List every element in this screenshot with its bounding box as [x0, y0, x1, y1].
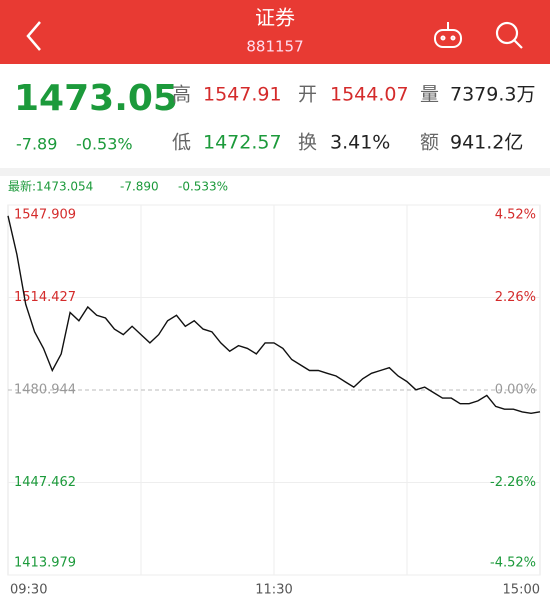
x-tick-label: 09:30	[10, 583, 47, 598]
field-label: 换	[298, 132, 317, 154]
y2-tick-label: 4.52%	[495, 208, 536, 223]
header-code: 881157	[246, 38, 303, 56]
field-label: 额	[420, 132, 439, 154]
y-tick-label: 1547.909	[14, 208, 76, 223]
field-value: 1472.57	[203, 132, 282, 154]
field-label: 开	[298, 84, 317, 106]
y2-tick-label: -4.52%	[490, 556, 536, 571]
field-value: 7379.3万	[450, 84, 535, 106]
separator	[0, 168, 550, 176]
y-tick-label: 1447.462	[14, 475, 76, 490]
field-value: 3.41%	[330, 132, 390, 154]
change: -7.89	[16, 135, 57, 154]
y-tick-label: 1413.979	[14, 556, 76, 571]
search-button[interactable]	[495, 21, 523, 49]
x-tick-label: 15:00	[503, 583, 540, 598]
price-line	[7, 215, 541, 415]
y2-tick-label: -2.26%	[490, 475, 536, 490]
latest-change-pct: -0.533%	[178, 180, 228, 194]
y-tick-label: 1514.427	[14, 290, 76, 305]
back-button[interactable]	[26, 21, 41, 51]
latest-change: -7.890	[120, 180, 159, 194]
y2-tick-label: 2.26%	[495, 290, 536, 305]
y-tick-label: 1480.944	[14, 383, 76, 398]
field-value: 1547.91	[203, 84, 282, 106]
field-label: 低	[172, 132, 191, 154]
change-pct: -0.53%	[76, 135, 133, 154]
field-value: 941.2亿	[450, 132, 523, 154]
latest-label: 最新:1473.054	[8, 179, 93, 194]
field-label: 高	[172, 84, 191, 106]
robot-button[interactable]	[434, 22, 462, 48]
y2-tick-label: 0.00%	[495, 383, 536, 398]
price: 1473.05	[14, 78, 178, 119]
header-title: 证券	[255, 6, 295, 30]
field-value: 1544.07	[330, 84, 409, 106]
field-label: 量	[420, 84, 439, 106]
x-tick-label: 11:30	[255, 583, 292, 598]
